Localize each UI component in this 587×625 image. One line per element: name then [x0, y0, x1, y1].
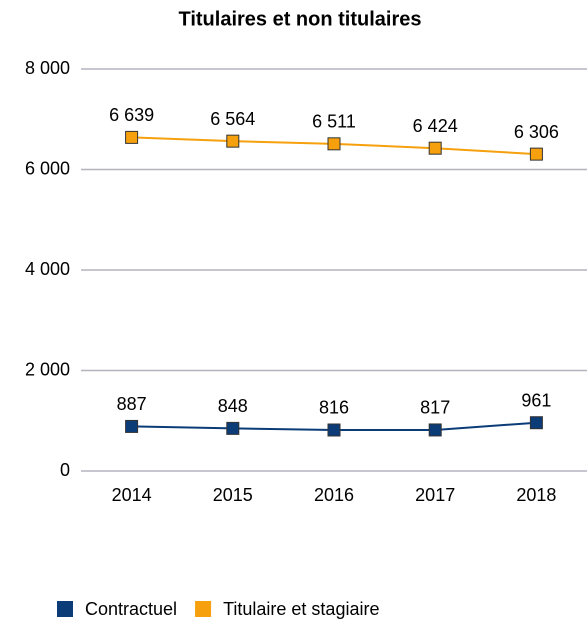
y-tick-label: 6 000	[25, 158, 70, 178]
data-label: 6 306	[514, 122, 559, 142]
point-marker	[529, 416, 543, 430]
legend-swatch	[195, 601, 212, 617]
data-label: 816	[319, 398, 349, 418]
data-label: 817	[420, 398, 450, 418]
point-marker	[226, 134, 240, 148]
legend-swatch	[57, 601, 73, 617]
x-tick-label: 2015	[213, 485, 253, 505]
chart-title: Titulaires et non titulaires	[178, 8, 421, 30]
data-label: 961	[521, 390, 551, 410]
y-tick-label: 4 000	[25, 259, 70, 279]
x-tick-label: 2017	[415, 485, 455, 505]
y-tick-label: 2 000	[25, 359, 70, 379]
y-tick-label: 8 000	[25, 58, 70, 78]
point-marker	[327, 423, 341, 437]
legend-label: Titulaire et stagiaire	[223, 599, 379, 619]
data-label: 848	[218, 396, 248, 416]
data-label: 6 564	[210, 109, 255, 129]
point-marker	[125, 130, 139, 144]
x-tick-label: 2016	[314, 485, 354, 505]
y-tick-label: 0	[60, 460, 70, 480]
point-marker	[428, 423, 442, 437]
x-tick-label: 2018	[516, 485, 556, 505]
data-label: 6 511	[312, 112, 356, 132]
point-marker	[529, 147, 543, 161]
data-label: 6 424	[413, 116, 458, 136]
point-marker	[226, 421, 240, 435]
data-label: 887	[117, 394, 147, 414]
data-label: 6 639	[109, 105, 154, 125]
point-marker	[327, 137, 341, 151]
x-tick-label: 2014	[112, 485, 152, 505]
point-marker	[428, 141, 442, 155]
point-marker	[125, 419, 139, 433]
legend-label: Contractuel	[85, 599, 177, 619]
